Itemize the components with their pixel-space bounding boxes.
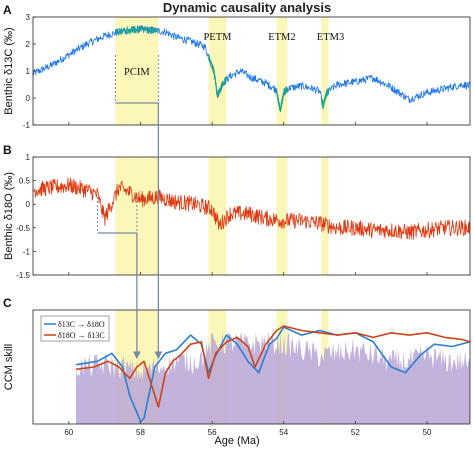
y-tick-label: 0.5 bbox=[19, 177, 31, 186]
panel-c-frame bbox=[32, 309, 471, 425]
causality-arrows bbox=[96, 55, 163, 360]
event-band-petm bbox=[208, 17, 227, 125]
x-tick-label: 58 bbox=[136, 428, 145, 437]
y-tick-label: -1 bbox=[23, 247, 31, 256]
y-tick-label: -1 bbox=[23, 121, 31, 130]
event-label-etm3: ETM3 bbox=[317, 32, 344, 43]
legend-label-o-to-c: δ18O → δ13C bbox=[58, 331, 105, 340]
event-band-etm2 bbox=[276, 157, 288, 275]
event-label-petm: PETM bbox=[203, 32, 232, 43]
y-axis-label-a: Benthic δ13C (‰) bbox=[3, 27, 15, 114]
event-label-etm2: ETM2 bbox=[268, 32, 295, 43]
y-tick-label: 0 bbox=[26, 94, 31, 103]
x-tick-label: 56 bbox=[208, 428, 217, 437]
event-band-etm3 bbox=[321, 17, 329, 125]
series-b-0-line bbox=[32, 177, 471, 240]
panel-a: -1 0 1 2 3 A Benthic δ13C (‰) PCIM PETM ETM2 ETM3 bbox=[3, 3, 471, 130]
x-tick-label: 50 bbox=[423, 428, 432, 437]
arrow-b-to-c bbox=[97, 232, 141, 360]
panel-label-a: A bbox=[3, 3, 12, 17]
y-tick-label: 3 bbox=[26, 13, 31, 22]
legend-label-c-to-o: δ13C → δ18O bbox=[58, 320, 105, 329]
x-tick-label: 54 bbox=[279, 428, 288, 437]
legend-box bbox=[40, 315, 110, 342]
panel-a-frame bbox=[32, 16, 471, 126]
series-a-0-line bbox=[32, 25, 471, 110]
series-highlight-etm3 bbox=[320, 88, 329, 110]
null-distribution-area bbox=[75, 330, 470, 424]
panel-b-frame bbox=[32, 156, 471, 276]
x-axis-label: Age (Ma) bbox=[214, 435, 259, 447]
y-tick-label: 1 bbox=[26, 153, 31, 162]
panel-label-c: C bbox=[3, 296, 12, 310]
panel-c: 60 58 56 54 52 50 C CCM skill bbox=[3, 296, 471, 437]
y-tick-label: 1 bbox=[26, 67, 31, 76]
event-band-etm3 bbox=[321, 157, 329, 275]
x-tick-label: 52 bbox=[351, 428, 360, 437]
y-tick-label: 0 bbox=[26, 200, 31, 209]
arrow-a-to-c bbox=[115, 102, 163, 360]
y-tick-label: -1.5 bbox=[16, 271, 30, 280]
y-tick-label: -0.5 bbox=[16, 224, 30, 233]
series-c-1-line bbox=[75, 325, 471, 408]
series-highlight-pcim bbox=[114, 24, 159, 36]
y-axis-label-c: CCM skill bbox=[3, 344, 15, 390]
panel-b: -1.5 -1 -0.5 0 0.5 1 B Benthic δ18O (‰) bbox=[3, 143, 471, 280]
series-highlight-petm bbox=[208, 54, 227, 98]
x-tick-label: 60 bbox=[64, 428, 73, 437]
figure-title: Dynamic causality analysis bbox=[163, 0, 331, 15]
event-label-pcim: PCIM bbox=[124, 67, 150, 78]
y-tick-label: 2 bbox=[26, 40, 31, 49]
series-highlight-etm2 bbox=[276, 86, 288, 113]
legend: δ13C → δ18O δ18O → δ13C bbox=[40, 315, 110, 342]
event-band-pcim bbox=[115, 17, 159, 125]
panel-label-b: B bbox=[3, 143, 12, 157]
event-band-etm2 bbox=[276, 17, 288, 125]
y-axis-label-b: Benthic δ18O (‰) bbox=[3, 172, 15, 260]
